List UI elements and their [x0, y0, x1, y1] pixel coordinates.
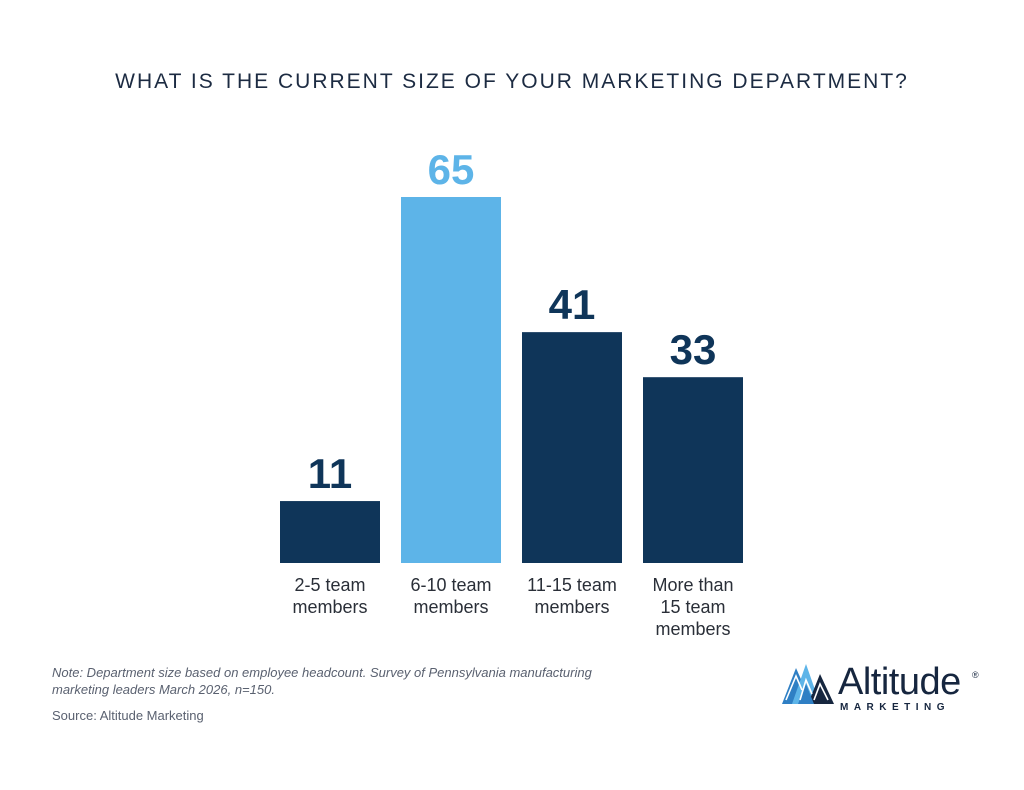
bar-3	[522, 332, 622, 563]
source-line: Source: Altitude Marketing	[52, 708, 204, 723]
bar-chart: 11 65 41 33 2-5 team members 6-10 team members…	[280, 146, 743, 639]
logo-wordmark: Altitude	[838, 661, 961, 703]
mountain-peaks-icon	[782, 664, 834, 704]
category-label-1: 2-5 team members	[292, 575, 367, 617]
chart-title: WHAT IS THE CURRENT SIZE OF YOUR MARKETI…	[115, 70, 909, 93]
footnote: Note: Department size based on employee …	[52, 665, 592, 697]
bar-4	[643, 377, 743, 563]
value-labels-layer: 11 65 41 33	[308, 146, 717, 497]
category-label-3: 11-15 team members	[527, 575, 617, 617]
logo-subtitle: MARKETING	[840, 702, 951, 713]
bars-layer	[280, 197, 743, 563]
category-labels-layer: 2-5 team members 6-10 team members 11-15 tea…	[292, 575, 733, 639]
value-label-4: 33	[670, 326, 717, 373]
category-label-2: 6-10 team members	[410, 575, 491, 617]
category-label-4: More than 15 team members	[652, 575, 733, 639]
value-label-1: 11	[308, 450, 352, 497]
logo-registered-mark: ®	[972, 670, 979, 680]
value-label-3: 41	[549, 281, 596, 328]
altitude-logo: Altitude ® MARKETING	[782, 660, 982, 716]
bar-1	[280, 501, 380, 563]
value-label-2: 65	[428, 146, 475, 193]
bar-2	[401, 197, 501, 563]
